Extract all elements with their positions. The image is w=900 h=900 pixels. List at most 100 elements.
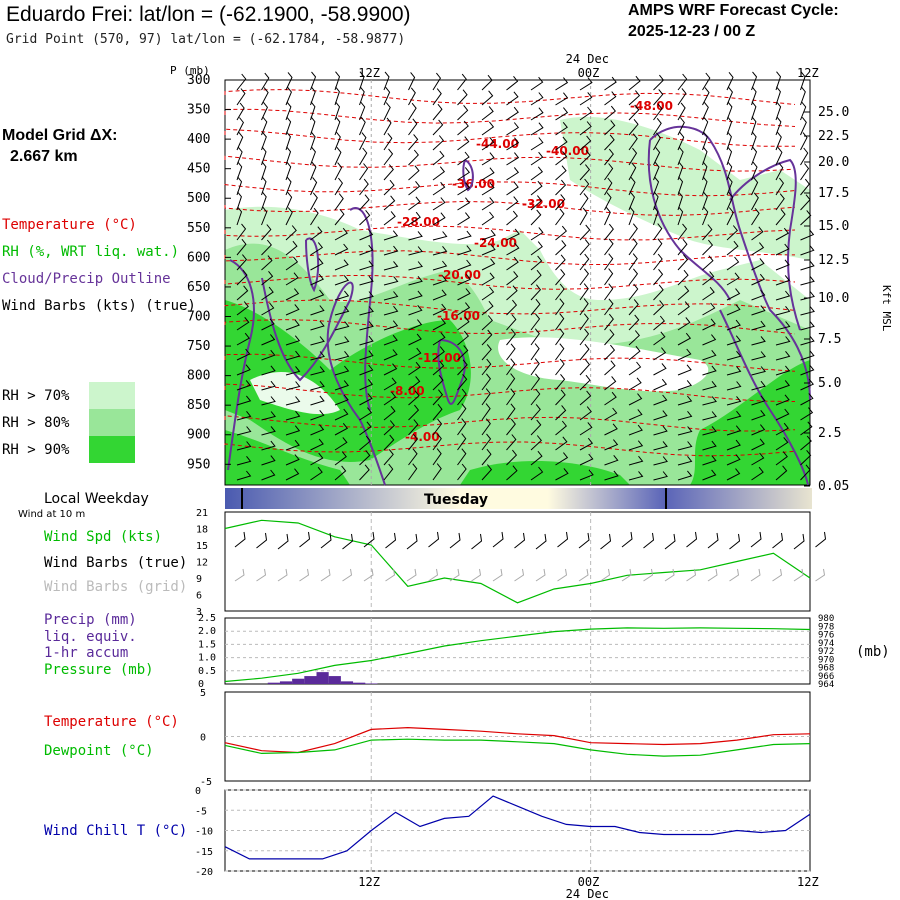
cloud-outline-path <box>305 237 320 293</box>
wind-barb <box>800 275 815 286</box>
wind-barb <box>359 275 374 286</box>
wind-barb <box>800 321 815 331</box>
wind-barb <box>653 238 663 256</box>
wind-barb <box>285 225 297 241</box>
temperature-contour-label: -44.00 <box>476 137 519 151</box>
wind-barb <box>653 284 664 301</box>
wind-barb <box>285 86 292 106</box>
wind-barb <box>628 330 640 346</box>
wind-barb <box>775 259 790 271</box>
wind-barb <box>702 176 708 196</box>
temperature-contour-line <box>224 383 796 402</box>
wind-barb <box>555 452 569 466</box>
wind-barb <box>677 301 690 316</box>
wind-barb-grid <box>256 568 267 582</box>
wind-barb <box>261 286 274 301</box>
wind-barb <box>310 305 325 316</box>
wind-barb <box>506 388 516 406</box>
weekday-bar <box>225 488 812 509</box>
wind-barb <box>310 161 317 181</box>
temperature-contour-line <box>224 200 796 216</box>
wind-barb <box>506 167 520 181</box>
wind-barb <box>677 285 690 301</box>
wind-barb <box>653 300 665 316</box>
wind-barb <box>236 254 248 271</box>
wind-height-note: Wind at 10 m <box>18 509 86 520</box>
wind-barb <box>236 455 252 466</box>
wind-barb <box>579 313 589 331</box>
wind-barb <box>236 285 249 301</box>
wind-barb <box>383 449 394 466</box>
wind-barb <box>726 439 741 451</box>
wind-barb <box>604 177 613 196</box>
wind-barb <box>432 317 447 331</box>
model-grid-label: Model Grid ΔX: <box>2 127 118 144</box>
wind-barb <box>628 283 639 301</box>
wind-barb <box>285 381 301 391</box>
wind-barb <box>555 298 565 316</box>
wind-barb <box>800 210 812 226</box>
wind-barb <box>726 225 738 241</box>
wind-barb <box>285 131 291 151</box>
wind-barb <box>236 301 249 316</box>
wind-barb <box>383 291 399 301</box>
cloud-outline-path <box>437 339 466 405</box>
bottom-time-label: 12Z <box>797 875 819 889</box>
wind-barb <box>751 466 764 481</box>
wind-barb <box>530 450 543 466</box>
wind-barb <box>555 165 567 181</box>
wind-barb-true <box>385 532 397 549</box>
precip-bar <box>279 681 293 684</box>
cloud-outline-path <box>462 159 474 192</box>
wind-barb <box>677 176 684 196</box>
wind-barb-true <box>256 532 268 549</box>
wind-barb <box>236 131 244 151</box>
wind-barb <box>457 245 472 256</box>
wind-barb <box>579 253 590 271</box>
wind-barb <box>628 104 640 121</box>
legend-precip: Precip (mm) <box>44 612 137 628</box>
wind-barb <box>261 116 268 136</box>
wind-barb <box>261 469 276 481</box>
wind-barb <box>383 334 398 346</box>
wind-barb <box>432 389 444 406</box>
wind-barb <box>628 147 638 166</box>
wind-barb <box>236 223 247 241</box>
wind-barb <box>432 72 442 91</box>
wind-barb-true <box>643 532 655 549</box>
wind-barb-true <box>621 531 633 548</box>
wind-barb <box>702 318 716 331</box>
wind-barb <box>236 206 243 226</box>
wind-barb <box>432 360 445 376</box>
wind-barb <box>702 426 717 436</box>
wind-barb <box>334 321 350 331</box>
wind-barb <box>579 298 589 316</box>
wind-barb <box>555 240 567 256</box>
wind-barb <box>702 380 717 391</box>
wind-barb <box>506 418 516 436</box>
wind-barb <box>726 410 742 421</box>
temperature-contour-line <box>224 108 796 127</box>
pressure-tick-label: 850 <box>187 398 210 413</box>
pressure-tick-label: 972 <box>818 647 834 657</box>
wind-barb <box>310 71 317 91</box>
wind-barb <box>555 179 567 196</box>
wind-barb <box>628 361 642 376</box>
wind-barb <box>359 260 374 271</box>
wind-barb <box>432 403 443 421</box>
wind-barb <box>310 273 324 286</box>
wind-barb <box>310 146 316 166</box>
pressure-tick-label: 600 <box>187 250 210 265</box>
wind-barb <box>604 148 614 166</box>
wind-barb <box>359 321 374 331</box>
wind-barb <box>653 117 662 136</box>
wind-barb <box>481 329 493 346</box>
wind-barb <box>579 92 593 106</box>
wind-barb <box>702 469 717 481</box>
wind-barb <box>334 101 341 121</box>
wind-barb <box>408 376 421 391</box>
wind-barb <box>604 120 616 136</box>
wind-barb <box>236 146 243 166</box>
wind-barb <box>628 440 644 451</box>
wind-barb <box>261 206 268 226</box>
